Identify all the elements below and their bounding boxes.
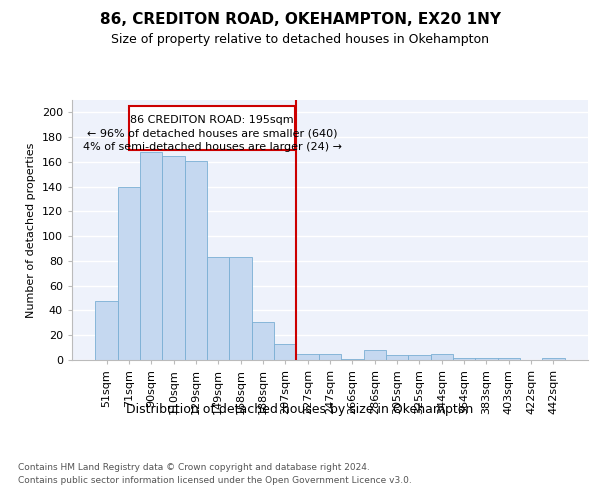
Bar: [95, 300, 118, 360]
Bar: [319, 354, 341, 360]
Bar: [497, 358, 520, 360]
Bar: [364, 350, 386, 360]
Bar: [431, 354, 453, 360]
Bar: [118, 186, 140, 360]
Bar: [229, 257, 252, 360]
Bar: [140, 152, 163, 360]
Bar: [207, 257, 229, 360]
Bar: [542, 358, 565, 360]
Text: Contains HM Land Registry data © Crown copyright and database right 2024.: Contains HM Land Registry data © Crown c…: [18, 462, 370, 471]
Bar: [408, 355, 431, 360]
Bar: [386, 355, 408, 360]
Text: ← 96% of detached houses are smaller (640): ← 96% of detached houses are smaller (64…: [87, 128, 337, 138]
Text: Contains public sector information licensed under the Open Government Licence v3: Contains public sector information licen…: [18, 476, 412, 485]
Text: Distribution of detached houses by size in Okehampton: Distribution of detached houses by size …: [127, 402, 473, 415]
Bar: [475, 358, 497, 360]
Text: 86, CREDITON ROAD, OKEHAMPTON, EX20 1NY: 86, CREDITON ROAD, OKEHAMPTON, EX20 1NY: [100, 12, 500, 28]
Bar: [185, 160, 207, 360]
Bar: [274, 344, 296, 360]
Y-axis label: Number of detached properties: Number of detached properties: [26, 142, 36, 318]
Text: 86 CREDITON ROAD: 195sqm: 86 CREDITON ROAD: 195sqm: [130, 115, 294, 125]
Text: Size of property relative to detached houses in Okehampton: Size of property relative to detached ho…: [111, 32, 489, 46]
Text: 4% of semi-detached houses are larger (24) →: 4% of semi-detached houses are larger (2…: [83, 142, 341, 152]
Bar: [129, 106, 295, 150]
Bar: [341, 359, 364, 360]
Bar: [163, 156, 185, 360]
Bar: [453, 358, 475, 360]
Bar: [252, 322, 274, 360]
Bar: [296, 354, 319, 360]
